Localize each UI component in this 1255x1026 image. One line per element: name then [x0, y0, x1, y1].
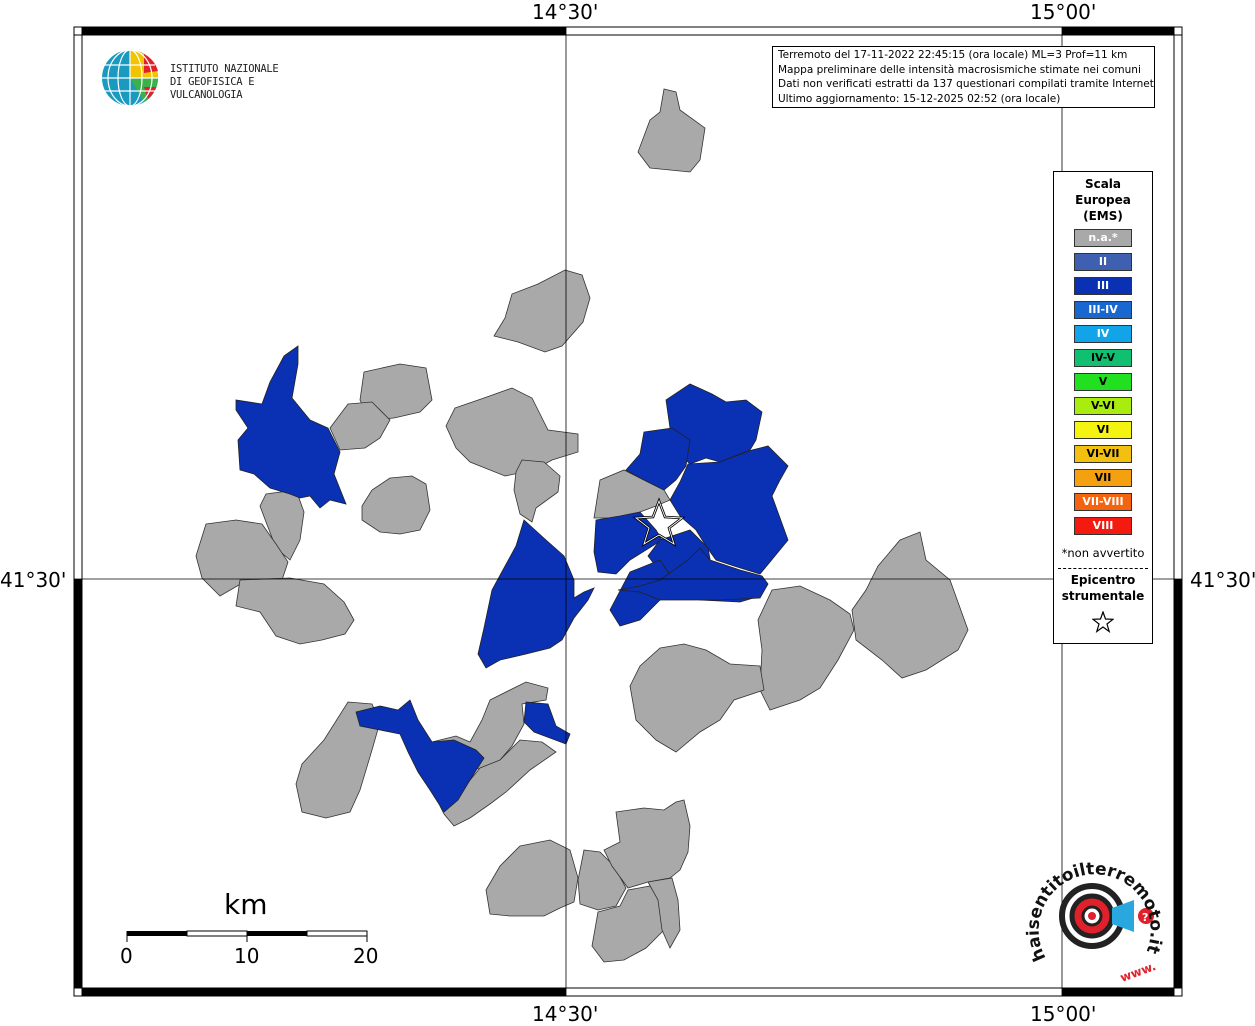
event-info-box: Terremoto del 17-11-2022 22:45:15 (ora l… [772, 46, 1155, 108]
municipality-gray[interactable] [235, 577, 355, 645]
municipality-blue[interactable] [235, 345, 347, 509]
lon-label-top-2: 15°00' [1030, 0, 1097, 24]
legend-item: IV-V [1074, 349, 1132, 367]
municipality-gray[interactable] [513, 459, 561, 523]
scale-tick-10: 10 [234, 944, 260, 968]
municipality-gray[interactable] [603, 799, 691, 889]
municipality-gray[interactable] [647, 877, 681, 949]
municipality-gray[interactable] [329, 401, 391, 451]
frame-black-left [74, 579, 82, 988]
municipalities-intensity-iii [235, 345, 789, 813]
legend-title-line3: (EMS) [1083, 209, 1123, 223]
info-line-1: Terremoto del 17-11-2022 22:45:15 (ora l… [778, 49, 1128, 61]
municipality-gray[interactable] [757, 585, 855, 711]
scale-tick-20: 20 [353, 944, 379, 968]
legend-item: VIII [1074, 517, 1132, 535]
legend-title-line2: Europea [1075, 193, 1131, 207]
globe-icon [102, 49, 158, 107]
epicenter-star-inner [634, 499, 684, 545]
municipality-blue[interactable] [593, 511, 663, 575]
municipality-gray[interactable] [629, 643, 765, 753]
municipality-blue[interactable] [617, 547, 769, 601]
badge-www: www. [1118, 959, 1158, 985]
municipality-gray[interactable] [445, 387, 579, 477]
ingv-logo: ISTITUTO NAZIONALE DI GEOFISICA E VULCAN… [100, 47, 320, 111]
legend-item: VII-VIII [1074, 493, 1132, 511]
lat-label-right: 41°30' [1190, 568, 1255, 592]
logo-text-line2: DI GEOFISICA E VULCANOLOGIA [170, 76, 255, 101]
legend-title-line1: Scala [1084, 177, 1122, 191]
logo-text-line1: ISTITUTO NAZIONALE [170, 63, 279, 75]
legend-title: Scala Europea (EMS) [1054, 176, 1152, 224]
frame-black-bottom-2 [1062, 988, 1174, 996]
municipality-gray[interactable] [485, 839, 579, 917]
municipalities-not-felt [195, 88, 969, 963]
legend-item: II [1074, 253, 1132, 271]
info-line-4: Ultimo aggiornamento: 15-12-2025 02:52 (… [778, 92, 1061, 105]
scale-unit: km [224, 888, 268, 921]
municipality-blue[interactable] [625, 427, 691, 491]
scale-tick-0: 0 [120, 944, 133, 968]
legend-item: VII [1074, 469, 1132, 487]
svg-text:?: ? [1142, 911, 1148, 924]
legend-separator [1058, 568, 1148, 569]
legend-note: *non avvertito [1061, 546, 1145, 560]
legend-item: VI-VII [1074, 445, 1132, 463]
legend-item: V-VI [1074, 397, 1132, 415]
frame-black-bottom-1 [82, 988, 566, 996]
info-line-3: Dati non verificati estratti da 137 ques… [778, 78, 1155, 90]
lon-label-top-1: 14°30' [532, 0, 599, 24]
municipality-gray[interactable] [637, 88, 706, 173]
info-line-2: Mappa preliminare delle intensità macros… [778, 63, 1141, 76]
legend-item: III [1074, 277, 1132, 295]
frame-black-top-2 [1062, 27, 1174, 35]
legend-item: III-IV [1074, 301, 1132, 319]
legend-star-icon [1092, 611, 1114, 633]
legend-epicenter-title: Epicentro strumentale [1054, 572, 1152, 604]
seismograph-target-icon: ? haisentitoilterremoto.it www. [1023, 859, 1165, 985]
lon-label-bottom-1: 14°30' [532, 1002, 599, 1026]
legend-item: V [1074, 373, 1132, 391]
legend-epicenter-line1: Epicentro [1070, 573, 1136, 587]
municipality-gray[interactable] [577, 849, 627, 911]
legend-epicenter-line2: strumentale [1061, 589, 1145, 603]
legend-item: IV [1074, 325, 1132, 343]
scale-bar [126, 930, 368, 942]
haisentito-badge[interactable]: ? haisentitoilterremoto.it www. [1023, 850, 1165, 990]
lat-label-left: 41°30' [0, 568, 67, 592]
municipality-blue[interactable] [669, 445, 789, 575]
municipality-blue[interactable] [355, 699, 485, 813]
legend-item: VI [1074, 421, 1132, 439]
lon-label-bottom-2: 15°00' [1030, 1002, 1097, 1026]
frame-black-top-1 [82, 27, 566, 35]
municipality-gray[interactable] [851, 531, 969, 679]
municipality-blue[interactable] [477, 519, 595, 669]
legend-item: n.a.* [1074, 229, 1132, 247]
ems-legend: Scala Europea (EMS) n.a.* II III III-IV IV IV… [1053, 171, 1153, 644]
frame-black-right [1174, 579, 1182, 988]
municipality-gray[interactable] [361, 475, 431, 535]
